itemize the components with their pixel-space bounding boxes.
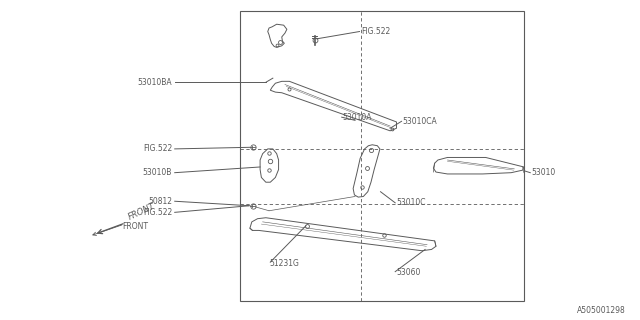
Text: 53010A: 53010A (342, 113, 372, 122)
Text: 53010: 53010 (532, 168, 556, 177)
Text: 53010BA: 53010BA (138, 78, 172, 87)
Text: 50812: 50812 (148, 197, 172, 206)
Text: 53060: 53060 (396, 268, 421, 277)
Text: A505001298: A505001298 (577, 306, 626, 315)
Text: FRONT: FRONT (127, 202, 157, 222)
Text: FIG.522: FIG.522 (362, 27, 390, 36)
Text: 53010B: 53010B (143, 168, 172, 177)
Text: 51231G: 51231G (269, 259, 299, 268)
Text: FIG.522: FIG.522 (143, 208, 172, 217)
Text: FRONT: FRONT (122, 222, 148, 231)
Bar (241, 11, 524, 301)
Text: 53010CA: 53010CA (403, 117, 438, 126)
Text: 53010C: 53010C (396, 198, 426, 207)
Text: FIG.522: FIG.522 (143, 144, 172, 153)
